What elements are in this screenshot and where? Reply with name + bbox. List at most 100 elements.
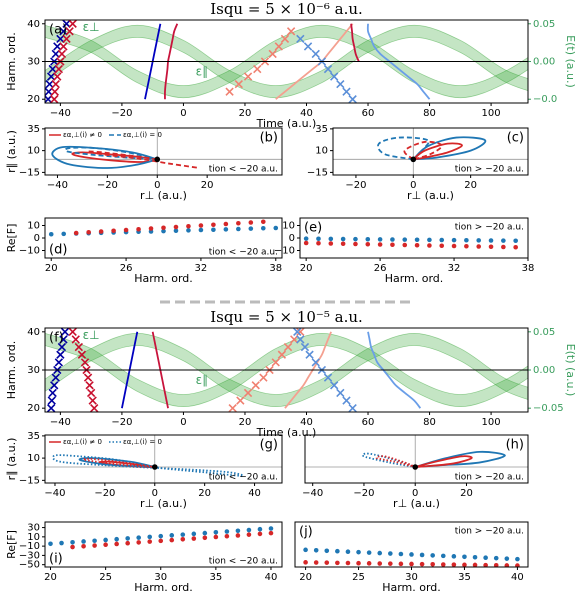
x-tick-label: 0 <box>410 180 416 191</box>
cross-marker <box>336 79 345 89</box>
trajectory <box>375 455 416 468</box>
dot <box>92 538 97 544</box>
x-tick-label: 20 <box>198 488 211 499</box>
y-tick-label: 10 <box>27 532 40 543</box>
dot <box>451 554 457 559</box>
x-axis-label: Harm. ord. <box>134 272 193 285</box>
cross-marker <box>68 328 77 336</box>
y-axis-label: r∥ (a.u.) <box>5 130 18 173</box>
dot <box>173 224 179 230</box>
x-tick-label: 80 <box>423 417 436 428</box>
y2-tick-label: −0.05 <box>533 403 564 414</box>
x-tick-label: 38 <box>522 263 535 274</box>
panel: Isqu = 5 × 10⁻⁶ a.u. −40 −20 0 20 40 60 80 100 20… <box>5 0 577 130</box>
dot <box>158 538 164 544</box>
cross-marker <box>253 64 262 74</box>
band-label: ε⊥ <box>83 20 100 34</box>
dot <box>257 531 263 537</box>
plot-area <box>305 435 528 483</box>
dot <box>440 562 446 567</box>
dot <box>180 537 186 542</box>
dot <box>493 562 499 567</box>
trajectory <box>412 136 487 161</box>
x-tick-label: 30 <box>405 572 418 583</box>
x-tick-label: 0 <box>412 488 418 499</box>
x-tick-label: 100 <box>482 108 501 119</box>
dot <box>260 225 266 231</box>
cross-marker <box>268 49 277 59</box>
dot <box>147 534 153 540</box>
dot <box>356 549 361 555</box>
annotation: tion > −20 a.u. <box>455 473 524 483</box>
dot <box>223 227 229 232</box>
dot <box>92 543 97 548</box>
dot <box>501 244 506 250</box>
x-axis-label: Time (a.u.) <box>256 117 317 130</box>
dot <box>236 220 241 226</box>
cross-marker <box>234 79 243 89</box>
x-tick-label: −20 <box>345 180 366 191</box>
dot <box>488 244 494 250</box>
y2-tick-label: −0.0 <box>533 94 557 105</box>
frame <box>44 521 283 568</box>
x-tick-label: 20 <box>460 488 473 499</box>
y-tick-label: 30 <box>27 523 40 534</box>
cross-marker <box>85 381 94 390</box>
dot <box>515 563 520 567</box>
x-axis-label: Time (a.u.) <box>256 426 317 439</box>
annotation: tion < −20 a.u. <box>209 557 278 567</box>
dot <box>313 547 319 553</box>
x-tick-label: 20 <box>300 263 313 274</box>
legend-label: εα,⊥(i) = 0 <box>123 131 162 139</box>
panel: Isqu = 5 × 10⁻⁵ a.u. −40 −20 0 20 40 60 80 100 20… <box>5 308 577 439</box>
x-tick-label: 26 <box>374 263 387 274</box>
x-tick-label: 20 <box>45 263 58 274</box>
dot <box>213 534 219 540</box>
dot <box>390 237 395 242</box>
dot <box>246 527 252 533</box>
frame <box>332 127 529 176</box>
dot <box>123 227 129 233</box>
dot <box>366 561 372 566</box>
dot <box>191 536 197 541</box>
y-tick-label: 10 <box>27 453 40 464</box>
frame <box>44 127 283 176</box>
dot <box>48 541 53 547</box>
dot <box>488 238 494 243</box>
dot <box>303 236 309 241</box>
dot <box>493 555 499 561</box>
cross-marker <box>83 373 93 382</box>
dot <box>273 225 279 231</box>
cross-marker <box>59 27 68 36</box>
y-tick-label: 0 <box>34 233 40 244</box>
dot <box>98 229 104 234</box>
x-tick-label: 35 <box>458 572 471 583</box>
panel: −40 −20 0 20 −15 10 35 r⊥ (a.u.) r∥ (a.u.) (b) tio… <box>5 124 283 202</box>
annotation: tion < −20 a.u. <box>209 165 278 175</box>
dot <box>353 236 358 242</box>
dot <box>114 536 119 542</box>
trajectory <box>86 150 200 169</box>
panel-label: (j) <box>299 525 313 540</box>
dot <box>398 561 404 567</box>
trajectory <box>414 450 506 468</box>
y-tick-label: 40 <box>27 327 40 338</box>
y-tick-label: 10 <box>315 146 328 157</box>
dot <box>440 553 446 559</box>
dot <box>211 222 216 228</box>
dot <box>430 553 435 558</box>
dot <box>328 236 334 242</box>
dot <box>427 243 432 248</box>
dot <box>313 560 319 565</box>
cross-marker <box>54 358 64 367</box>
dot <box>472 562 478 567</box>
frame <box>44 327 529 413</box>
dot <box>390 242 395 248</box>
plot-area <box>45 435 282 483</box>
cross-marker <box>236 396 245 405</box>
y-tick-label: 30 <box>27 57 40 68</box>
panel-label: (g) <box>260 438 278 453</box>
x-tick-label: 32 <box>195 263 208 274</box>
trajectory <box>377 136 430 161</box>
